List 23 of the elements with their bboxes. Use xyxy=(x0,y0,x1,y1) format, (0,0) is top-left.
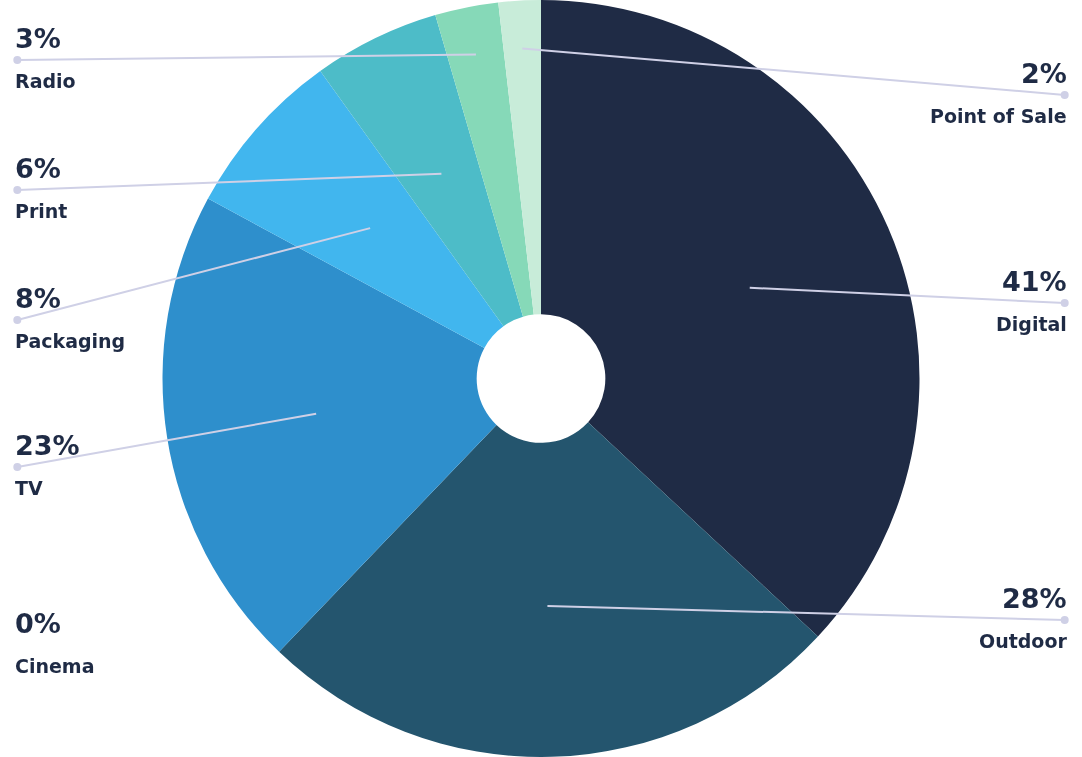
data-label: 2% xyxy=(1021,58,1067,89)
text: 0% xyxy=(15,608,61,639)
slice-label: Outdoor xyxy=(979,630,1068,652)
donut-slice xyxy=(162,198,497,652)
donut-slice xyxy=(498,0,541,315)
data-label: 41% xyxy=(1002,266,1067,297)
slice-label: Print xyxy=(15,200,68,222)
data-label: 3% xyxy=(15,23,61,54)
data-label: 6% xyxy=(15,153,61,184)
donut-slice xyxy=(207,71,504,348)
data-label: 23% xyxy=(15,430,80,461)
data-label: 28% xyxy=(1002,583,1067,614)
slice-label: Radio xyxy=(15,70,76,92)
slice-label: TV xyxy=(15,477,43,499)
slice-label: Packaging xyxy=(15,330,126,352)
donut-slice xyxy=(320,15,524,327)
slice-label: Point of Sale xyxy=(930,105,1067,127)
slice-label: Digital xyxy=(996,313,1067,335)
donut-slice xyxy=(541,0,920,637)
donut-slice xyxy=(435,2,534,317)
data-label: 8% xyxy=(15,283,61,314)
category-label: Cinema xyxy=(15,655,95,677)
donut-slice xyxy=(279,422,818,757)
